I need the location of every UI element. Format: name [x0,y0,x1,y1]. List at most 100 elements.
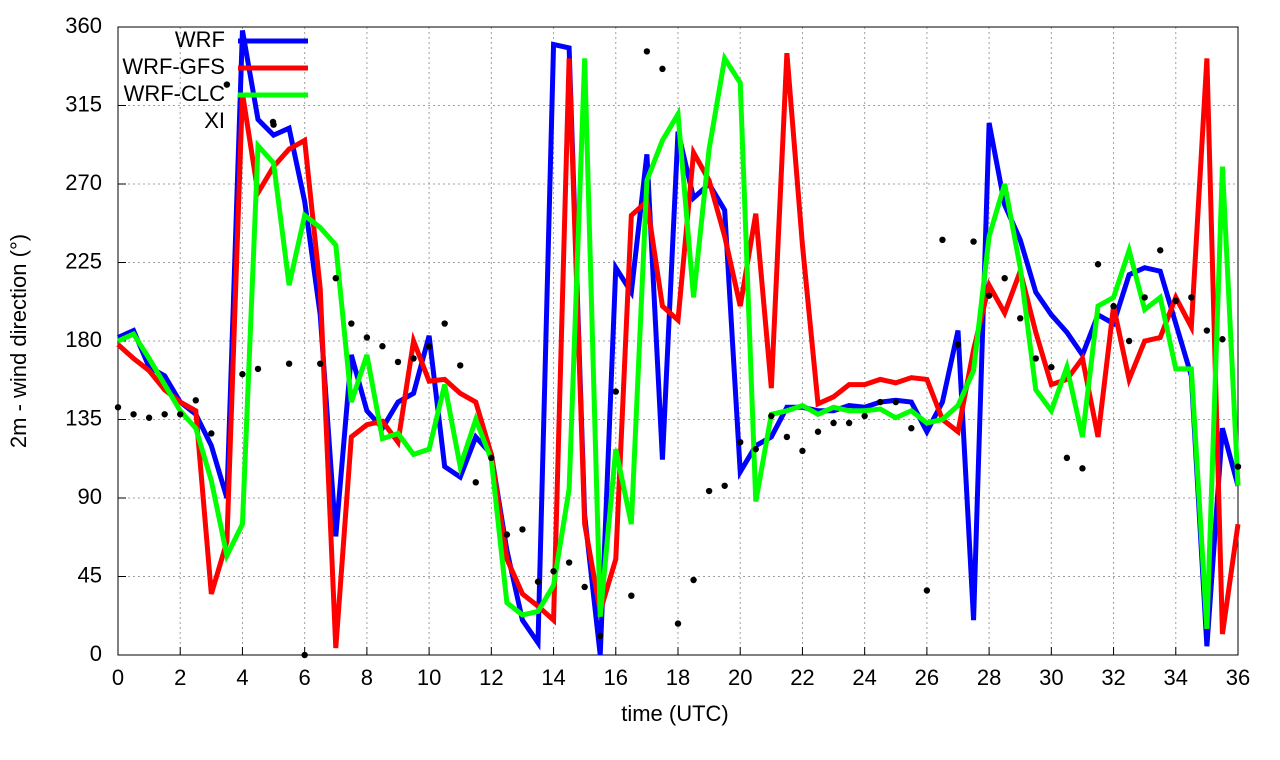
data-point [317,360,324,367]
data-point [783,433,791,441]
data-point [892,398,899,406]
x-tick-label: 2 [174,665,186,690]
data-point [845,419,853,427]
y-tick-label: 225 [65,248,102,273]
data-point [1048,363,1055,371]
data-point [1032,355,1039,362]
x-tick-label: 26 [915,665,939,690]
data-point [301,651,308,659]
legend-marker [269,118,277,126]
data-point [752,445,759,453]
y-tick-label: 180 [65,327,102,352]
data-point [1001,275,1008,282]
data-point [721,482,728,489]
data-point [519,526,526,533]
data-point [488,454,495,462]
data-line [116,51,1241,629]
x-tick-label: 34 [1164,665,1188,690]
data-point [830,419,837,427]
data-point [161,411,168,418]
data-point [425,343,433,350]
x-tick-label: 4 [236,665,248,690]
data-point [254,365,262,373]
data-point [768,412,775,420]
x-tick-label: 20 [728,665,752,690]
data-point [659,65,666,73]
data-point [985,292,993,299]
data-point [285,360,293,367]
y-tick-label: 315 [65,91,102,116]
x-tick-label: 22 [790,665,814,690]
data-point [799,447,806,455]
data-point [1172,297,1179,305]
data-point [550,568,557,575]
data-point [1094,261,1102,268]
data-point [1125,337,1133,345]
data-point [130,411,137,418]
legend-label: WRF [175,27,225,52]
data-point [363,334,371,341]
x-tick-label: 0 [112,665,124,690]
y-tick-label: 360 [65,13,102,38]
data-point [239,370,246,378]
data-point [939,236,946,244]
data-point [674,620,682,627]
data-point [814,428,822,435]
data-point [503,531,511,538]
x-tick-label: 12 [479,665,503,690]
x-axis-label: time (UTC) [621,701,729,726]
data-point [628,592,635,599]
data-point [192,397,199,404]
data-point [690,576,697,584]
y-tick-label: 0 [90,641,102,666]
data-point [1063,454,1071,462]
data-point [612,388,619,395]
x-tick-label: 18 [666,665,690,690]
data-point [705,487,713,495]
data-point [457,362,464,369]
data-point [441,320,448,327]
data-point [1157,247,1164,254]
data-point [861,412,868,420]
legend-label: WRF-GFS [122,54,225,79]
data-point [114,404,122,411]
y-tick-label: 90 [78,484,102,509]
data-line [116,52,1241,649]
y-tick-label: 270 [65,170,102,195]
x-tick-label: 24 [852,665,876,690]
data-point [145,414,153,421]
data-point [597,632,604,640]
data-point [1079,465,1086,472]
y-tick-label: 45 [78,562,102,587]
data-point [923,587,931,594]
data-point [1110,302,1117,310]
x-tick-label: 10 [417,665,441,690]
data-point [534,578,542,585]
legend-label: XI [204,108,225,133]
data-point [737,438,744,446]
data-point [954,341,962,348]
x-tick-label: 16 [604,665,628,690]
data-point [177,411,184,418]
x-tick-label: 30 [1039,665,1063,690]
data-point [643,48,651,55]
data-point [472,479,479,486]
data-point [394,358,402,366]
data-point [1203,327,1211,334]
data-point [1188,294,1195,301]
x-tick-label: 14 [541,665,565,690]
y-axis-label: 2m - wind direction (°) [6,234,31,448]
data-point [223,81,231,88]
data-point [410,355,417,362]
data-point [908,425,915,432]
legend-label: WRF-CLC [124,81,226,106]
y-tick-label: 135 [65,405,102,430]
data-point [332,275,339,282]
x-tick-label: 32 [1101,665,1125,690]
data-point [348,320,355,327]
data-point [565,559,573,566]
x-tick-label: 6 [299,665,311,690]
data-point [1017,315,1024,322]
data-point [1141,294,1148,301]
x-tick-label: 36 [1226,665,1250,690]
